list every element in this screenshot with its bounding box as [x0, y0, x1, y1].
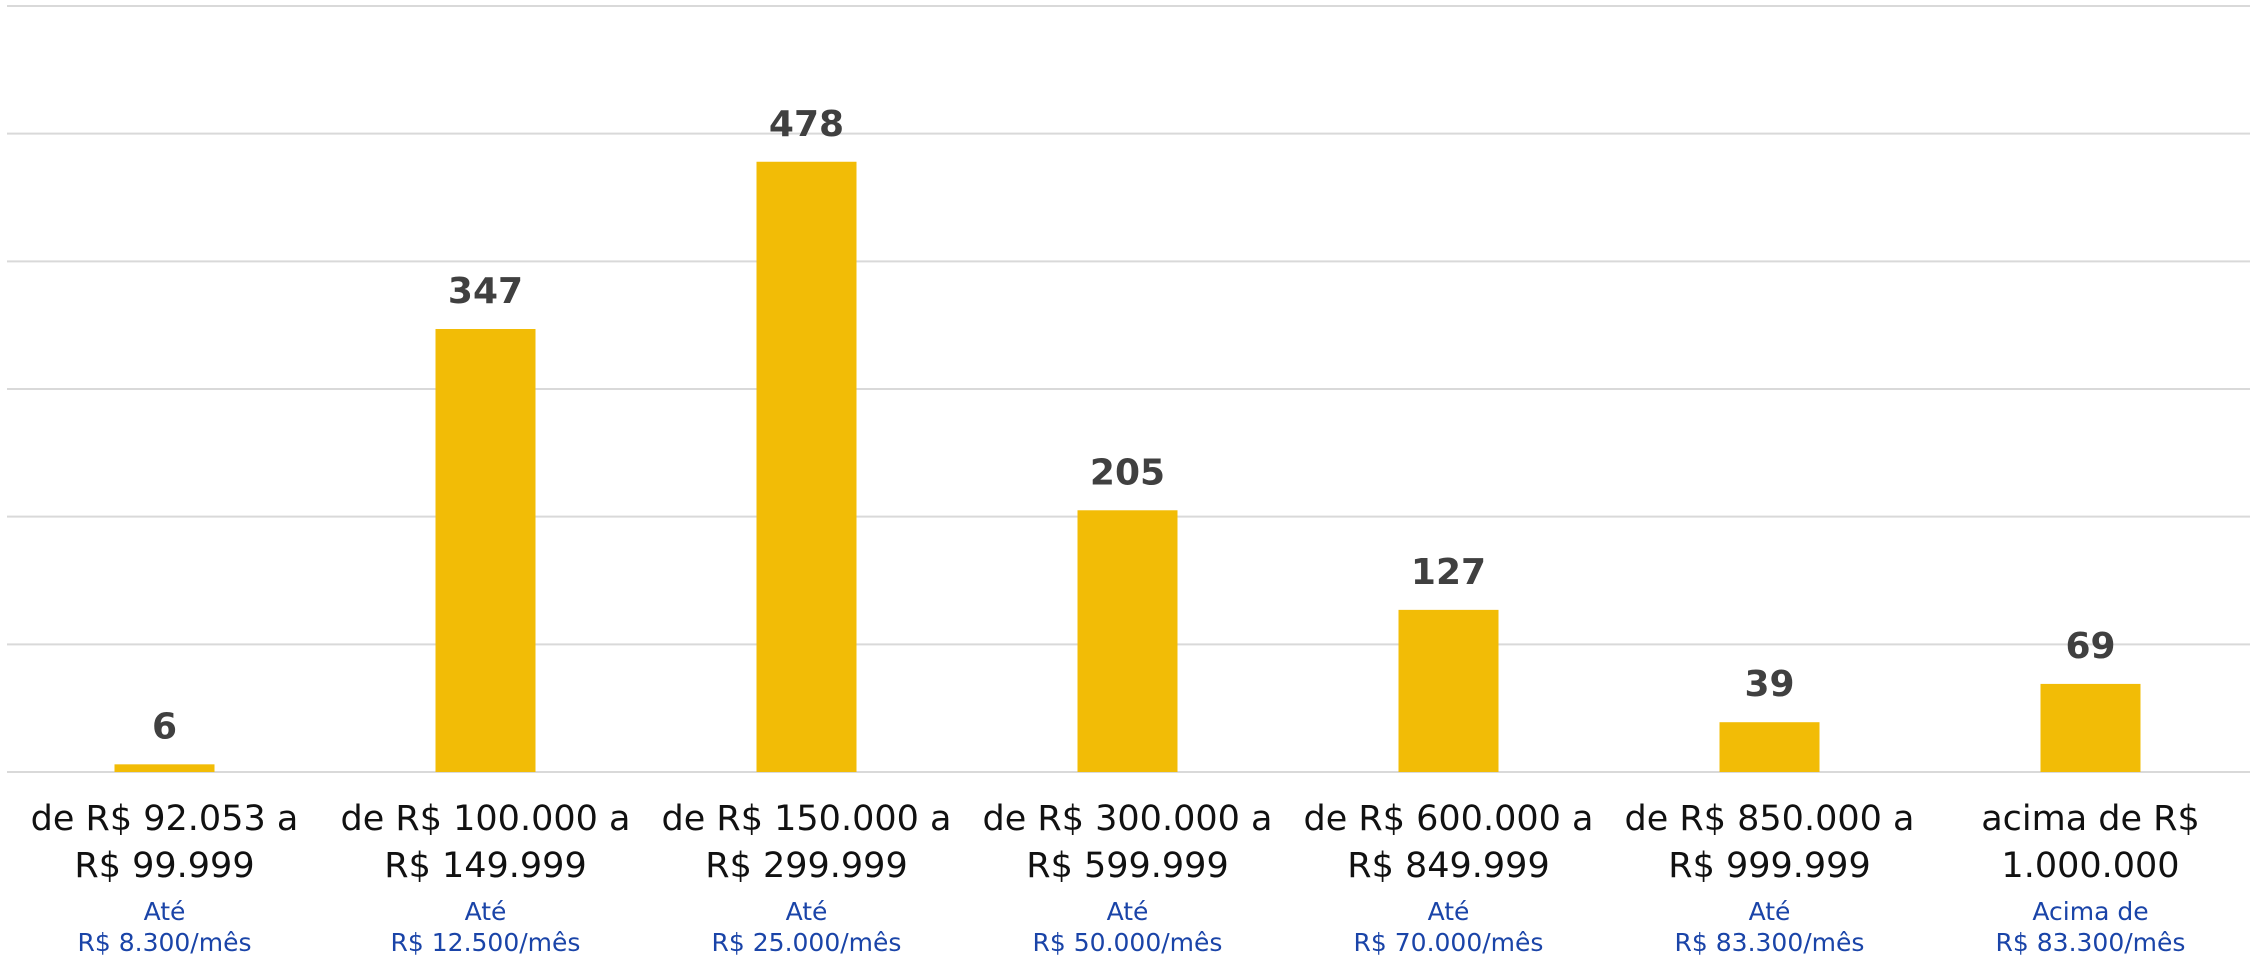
value-label: 478 [769, 104, 844, 145]
bar [435, 328, 536, 772]
x-tick-label: de R$ 850.000 a R$ 999.999 [1624, 799, 1915, 886]
x-tick-label: de R$ 100.000 a R$ 149.999 [340, 799, 631, 886]
x-sub-label: Até R$ 25.000/mês [711, 897, 902, 957]
value-label: 69 [2065, 626, 2115, 667]
bar [756, 161, 857, 773]
bar [1398, 609, 1499, 772]
value-label: 6 [152, 706, 177, 747]
x-sub-label: Acima de R$ 83.300/mês [1995, 897, 2186, 957]
x-tick-label: de R$ 300.000 a R$ 599.999 [982, 799, 1273, 886]
value-label: 205 [1090, 452, 1165, 493]
x-sub-label: Até R$ 50.000/mês [1032, 897, 1223, 957]
x-tick-label: de R$ 92.053 a R$ 99.999 [30, 799, 299, 886]
x-tick-label: de R$ 600.000 a R$ 849.999 [1303, 799, 1594, 886]
bar [1077, 510, 1178, 772]
bar [1719, 722, 1820, 772]
x-tick-label: de R$ 150.000 a R$ 299.999 [661, 799, 952, 886]
x-sub-label: Até R$ 8.300/mês [77, 897, 252, 957]
bar [114, 764, 215, 772]
x-sub-label: Até R$ 12.500/mês [390, 897, 581, 957]
value-label: 39 [1744, 664, 1794, 705]
x-sub-label: Até R$ 70.000/mês [1353, 897, 1544, 957]
x-sub-label: Até R$ 83.300/mês [1674, 897, 1865, 957]
value-label: 127 [1411, 552, 1486, 593]
bar [2040, 683, 2141, 772]
value-label: 347 [448, 271, 523, 312]
x-tick-label: acima de R$ 1.000.000 [1981, 799, 2200, 886]
